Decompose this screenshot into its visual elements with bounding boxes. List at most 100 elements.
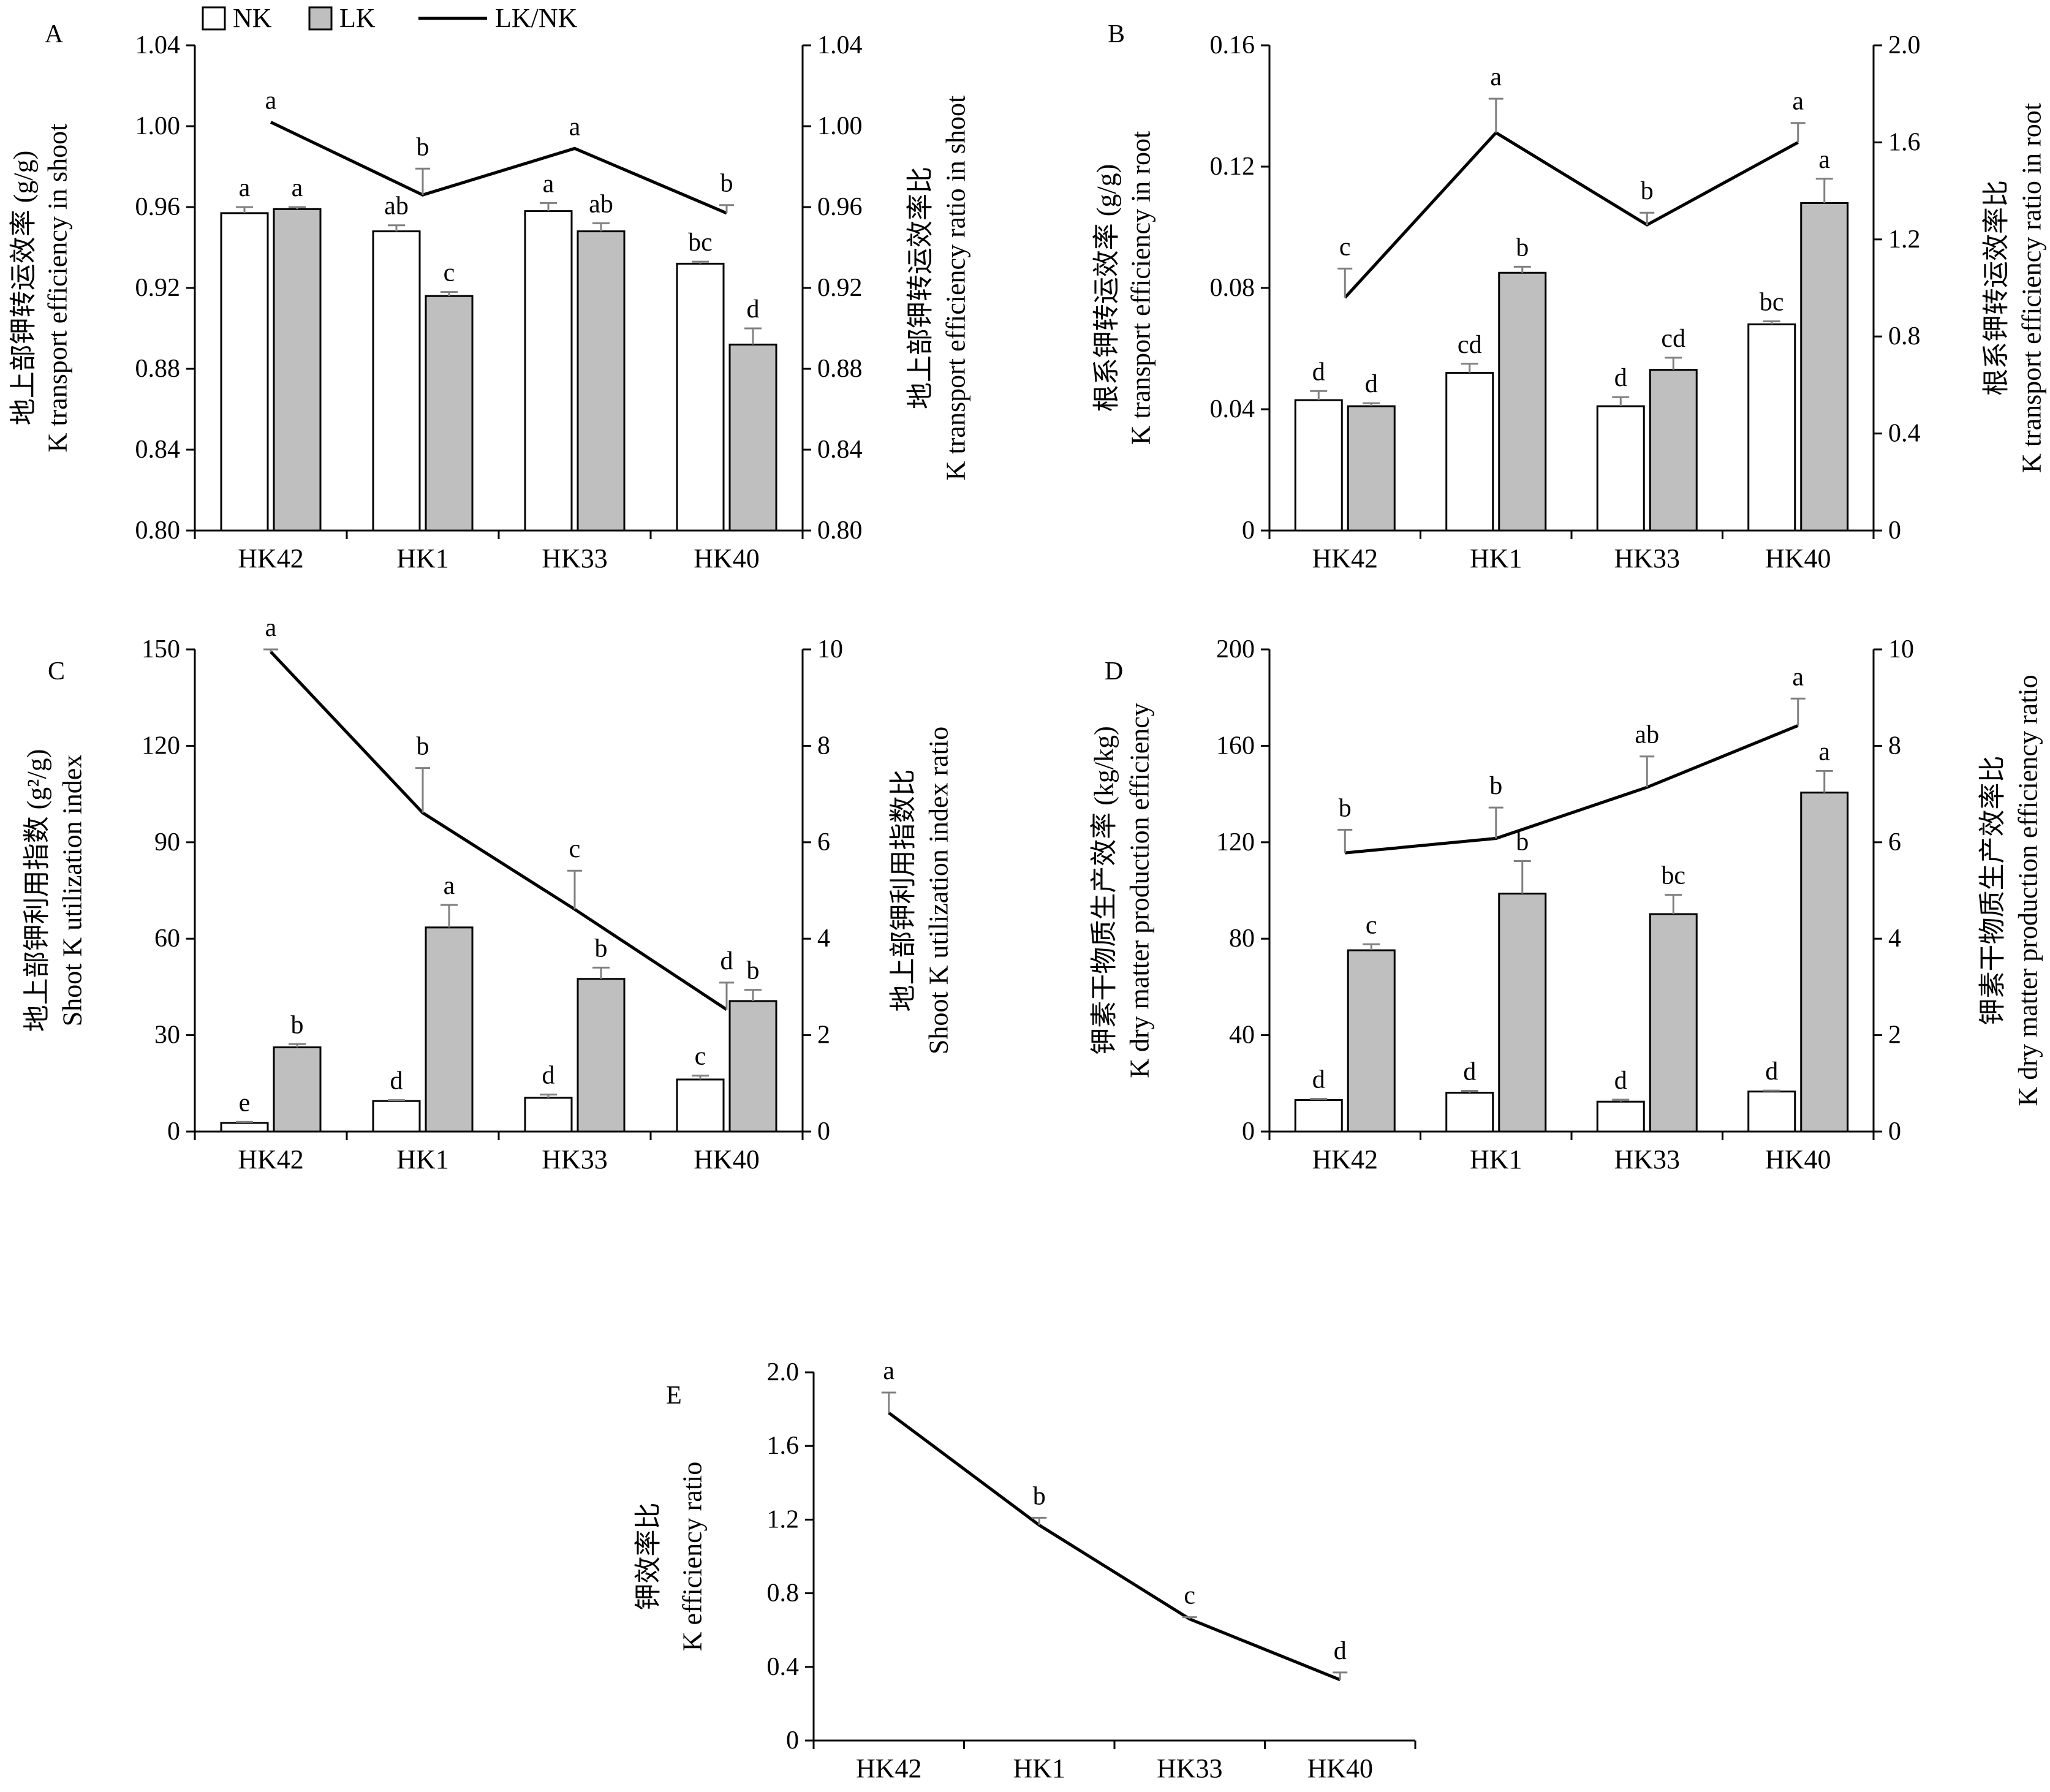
sig-label: a xyxy=(1818,146,1830,174)
bar-lk xyxy=(1800,202,1849,532)
ratio-sig-label: d xyxy=(1334,1637,1347,1665)
y2-tick-label: 0 xyxy=(1888,1117,1901,1146)
y-tick-label: 2.0 xyxy=(767,1358,800,1386)
x-tick-label: HK33 xyxy=(1614,543,1680,573)
legend-swatch-lk xyxy=(308,6,333,31)
ratio-sig-label: b xyxy=(1641,177,1654,205)
y-tick-label: 40 xyxy=(1229,1021,1255,1049)
ratio-line xyxy=(1345,724,1799,855)
ratio-sig-label: a xyxy=(1792,663,1804,691)
y-tick-label: 120 xyxy=(142,732,180,760)
ratio-sig-label: c xyxy=(1184,1582,1195,1610)
y2-tick-label: 0.80 xyxy=(817,516,863,545)
y-tick-label: 1.00 xyxy=(135,112,181,140)
ratio-sig-label: b xyxy=(417,733,429,761)
y2-axis-label-en: K transport efficiency ratio in root xyxy=(2017,103,2047,473)
ratio-sig-label: ab xyxy=(1635,721,1659,749)
y2-tick-label: 4 xyxy=(817,924,830,953)
ratio-sig-label: b xyxy=(1033,1482,1046,1510)
x-tick-label: HK1 xyxy=(1470,1144,1522,1174)
y-tick-label: 0.04 xyxy=(1210,395,1255,423)
panel-letter: D xyxy=(1105,657,1123,686)
y-axis-label-cn: 根系钾转运效率 (g/g) xyxy=(1092,164,1122,412)
bar-nk xyxy=(1747,323,1796,532)
y-tick-label: 0.08 xyxy=(1210,274,1255,302)
y-tick-label: 0.8 xyxy=(767,1579,800,1608)
y2-tick-label: 1.6 xyxy=(1888,128,1921,156)
y2-tick-label: 0.88 xyxy=(817,355,863,383)
sig-label: d xyxy=(390,1067,403,1095)
bar-nk xyxy=(1294,1098,1343,1133)
y-tick-label: 0 xyxy=(1242,1117,1255,1146)
y-axis-label-cn: 地上部钾利用指数 (g²/g) xyxy=(22,749,52,1032)
y-tick-label: 1.2 xyxy=(767,1505,800,1533)
ratio-sig-label: a xyxy=(265,86,277,115)
y-tick-label: 200 xyxy=(1216,635,1255,663)
bar-lk xyxy=(273,208,322,532)
sig-label: b xyxy=(595,934,608,962)
x-tick-label: HK1 xyxy=(396,543,449,573)
y2-tick-label: 2.0 xyxy=(1888,31,1921,59)
sig-label: d xyxy=(1765,1057,1778,1086)
y2-tick-label: 2 xyxy=(817,1021,830,1049)
bar-nk xyxy=(372,230,421,532)
y2-axis-label-cn: 地上部钾利用指数比 xyxy=(888,769,918,1012)
bar-lk xyxy=(1498,271,1547,532)
sig-label: b xyxy=(1516,828,1529,856)
y-tick-label: 0.88 xyxy=(135,355,181,383)
y-tick-label: 80 xyxy=(1229,924,1255,953)
panel-letter: C xyxy=(48,657,65,686)
ratio-sig-label: d xyxy=(721,947,733,975)
ratio-sig-label: c xyxy=(1339,233,1351,261)
bar-nk xyxy=(220,1122,269,1133)
ratio-sig-label: b xyxy=(721,170,733,198)
y2-tick-label: 0.8 xyxy=(1888,322,1921,350)
ratio-line xyxy=(1344,130,1799,299)
y2-tick-label: 0 xyxy=(817,1117,830,1146)
x-tick-label: HK33 xyxy=(1157,1753,1223,1783)
legend-label-lk: LK xyxy=(339,3,376,33)
bar-nk xyxy=(1445,1092,1494,1133)
y-axis-label-en: K efficiency ratio xyxy=(678,1462,708,1651)
y-tick-label: 0.96 xyxy=(135,193,181,221)
y2-axis-label-cn: 地上部钾转运效率比 xyxy=(906,167,936,409)
x-tick-label: HK33 xyxy=(1614,1144,1680,1174)
y-tick-label: 30 xyxy=(154,1021,180,1049)
y-axis-label-cn: 钾素干物质生产效率 (kg/kg) xyxy=(1089,726,1119,1055)
y-tick-label: 90 xyxy=(154,828,180,856)
y-tick-label: 160 xyxy=(1216,732,1255,760)
bar-lk xyxy=(577,978,626,1133)
y-tick-label: 0.12 xyxy=(1210,153,1255,181)
sig-label: d xyxy=(542,1062,555,1090)
x-tick-label: HK1 xyxy=(1013,1753,1065,1783)
sig-label: a xyxy=(292,174,303,202)
y2-tick-label: 10 xyxy=(1888,635,1914,663)
ratio-sig-label: a xyxy=(1490,63,1502,91)
bar-nk xyxy=(676,1078,725,1133)
y2-tick-label: 4 xyxy=(1888,924,1901,953)
y-axis-label-en: Shoot K utilization index xyxy=(58,755,88,1027)
sig-label: cd xyxy=(1661,325,1685,353)
y2-axis-label-en: Shoot K utilization index ratio xyxy=(924,727,954,1054)
y2-tick-label: 0.84 xyxy=(817,436,863,464)
y-axis-label-en: K transport efficiency in root xyxy=(1126,131,1156,445)
sig-label: a xyxy=(543,170,554,198)
bar-lk xyxy=(1347,949,1396,1133)
legend-swatch-nk xyxy=(202,6,226,31)
sig-label: d xyxy=(1365,370,1378,398)
y-tick-label: 0.4 xyxy=(767,1653,800,1681)
bar-lk xyxy=(425,295,474,532)
sig-label: d xyxy=(1312,1065,1325,1094)
bar-nk xyxy=(1445,372,1494,532)
y2-axis-label-en: K dry matter production efficiency ratio xyxy=(2013,675,2043,1106)
bar-lk xyxy=(577,230,626,532)
y2-tick-label: 2 xyxy=(1888,1021,1901,1049)
ratio-sig-label: a xyxy=(883,1357,895,1385)
sig-label: e xyxy=(239,1089,251,1117)
bar-nk xyxy=(524,1097,573,1133)
x-tick-label: HK42 xyxy=(1312,1144,1378,1174)
y2-tick-label: 8 xyxy=(817,732,830,760)
bar-lk xyxy=(425,926,474,1133)
sig-label: d xyxy=(1614,1067,1627,1095)
